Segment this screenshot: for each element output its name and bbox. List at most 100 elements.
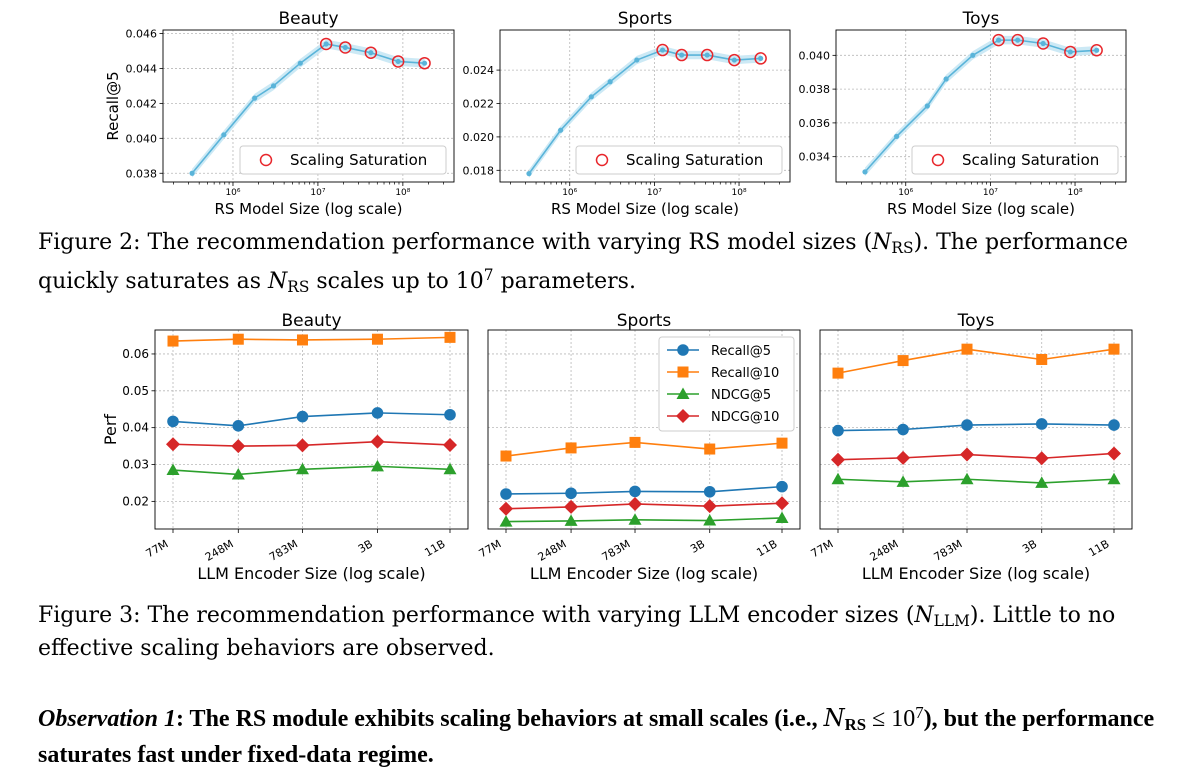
series-line-ndcg10 [172,440,451,447]
y-tick-label: 0.040 [799,49,831,62]
data-point-recall5 [832,424,844,437]
legend-box [239,145,447,175]
data-point [221,132,227,138]
y-tick-label: 0.03 [122,458,149,472]
data-point [189,170,195,176]
axes-frame [154,329,469,530]
saturation-marker [656,43,669,57]
data-point-ndcg10 [499,501,513,516]
axes-frame [819,329,1133,530]
x-tick-label: 3B [356,537,375,556]
data-point [1040,40,1046,47]
data-point [368,50,374,56]
x-axis-label: LLM Encoder Size (log scale) [197,564,425,583]
saturation-marker [1011,33,1024,47]
data-point [297,60,303,66]
series-line-recall10 [837,348,1115,374]
data-point [943,76,949,82]
x-axis-label: RS Model Size (log scale) [551,200,739,218]
legend-marker [676,387,690,399]
data-point-ndcg10 [295,438,310,453]
axes-frame [835,29,1127,183]
data-point-ndcg5 [896,475,910,487]
data-point-ndcg10 [775,496,789,511]
y-axis-label: Recall@5 [104,71,122,140]
x-tick-label: 10⁸ [395,188,410,198]
x-axis-label: LLM Encoder Size (log scale) [530,564,758,583]
legend-box [575,145,783,175]
data-point-ndcg5 [370,459,384,472]
figure-2-caption: Figure 2: The recommendation performance… [38,230,1128,296]
chart-title: Sports [618,9,673,29]
x-tick-label: 10⁶ [898,188,913,198]
saturation-marker [1064,45,1077,59]
data-point [758,55,764,61]
figure-3-label: Figure 3: [38,603,141,628]
x-tick-label: 11B [1086,537,1111,559]
data-point [270,83,277,89]
data-point-ndcg10 [702,499,717,514]
y-tick-label: 0.06 [122,347,149,361]
saturation-marker [339,41,352,54]
series-line-ndcg5 [837,478,1115,484]
series-line-ndcg5 [505,517,783,523]
x-tick-label: 783M [600,537,633,564]
data-point-ndcg5 [166,463,180,476]
data-point-recall10 [296,334,308,346]
legend-marker [676,409,690,423]
data-point-ndcg10 [231,439,246,454]
data-point-recall5 [1108,419,1120,431]
data-point [342,44,348,51]
figure-2-rs-scaling-charts: 0.038 0.040 0.042 0.044 0.046 10⁶ 10⁷ 10⁸ Beauty… [104,9,1127,218]
y-tick-label: 0.02 [122,494,149,508]
saturation-marker [675,48,688,62]
y-axis-label: Perf [101,414,120,446]
data-point-recall10 [776,437,788,449]
data-point-ndcg10 [1107,446,1121,461]
y-tick-label: 0.044 [126,62,158,75]
x-axis-label: RS Model Size (log scale) [214,200,402,218]
data-point [995,37,1002,43]
data-point [659,47,666,53]
data-point-recall10 [500,450,512,462]
y-tick-label: 0.034 [799,151,831,164]
data-point [924,103,930,109]
data-point-recall10 [961,343,973,355]
data-point-ndcg5 [775,511,789,523]
axes-frame [499,29,791,183]
axes-frame [162,29,455,183]
y-tick-label: 0.038 [799,83,831,96]
data-point-recall10 [832,367,844,379]
axes-frame [487,329,801,530]
data-point-recall5 [629,485,641,498]
data-point-ndcg5 [831,472,845,485]
data-point [970,52,976,58]
legend-marker-saturation [259,153,273,167]
x-tick-label: 10⁸ [1068,188,1083,198]
series-line [191,43,425,174]
legend-label: Recall@5 [711,344,771,359]
saturation-marker [391,55,405,68]
legend-marker [677,366,689,378]
confidence-band [528,45,761,178]
series-line-ndcg5 [172,465,451,476]
data-point [421,60,428,66]
data-point-ndcg10 [1034,451,1049,466]
x-tick-label: 10⁸ [732,188,747,198]
rs-beauty-panel: 0.038 0.040 0.042 0.044 0.046 10⁶ 10⁷ 10⁸ Beauty… [104,9,455,218]
y-tick-label: 0.038 [126,167,158,180]
x-tick-label: 10⁷ [310,188,325,198]
y-tick-label: 0.04 [122,421,149,435]
y-tick-label: 0.036 [799,117,831,130]
y-tick-label: 0.040 [126,132,158,145]
observation-title: Observation 1 [38,706,176,732]
confidence-band [864,35,1097,177]
data-point-recall5 [961,419,973,431]
data-point [894,133,900,139]
x-tick-label: 248M [203,537,236,564]
y-tick-label: 0.046 [126,27,158,40]
data-point-ndcg5 [703,514,717,526]
x-tick-label: 11B [754,537,779,559]
data-point [323,41,329,47]
data-point [1094,47,1100,53]
